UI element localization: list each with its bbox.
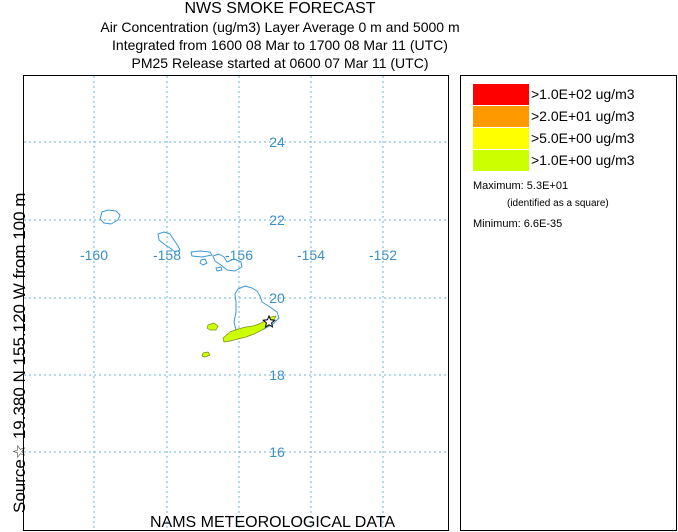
legend-swatch-red xyxy=(473,84,529,105)
legend-label: >1.0E+02 ug/m3 xyxy=(531,86,635,102)
molokai-coastline xyxy=(190,250,213,258)
legend-label: >5.0E+00 ug/m3 xyxy=(531,130,635,146)
lon-tick-label: -156 xyxy=(225,247,253,263)
forecast-title: NWS SMOKE FORECAST xyxy=(184,0,376,17)
smoke-plume-patch-south xyxy=(201,351,211,358)
lon-tick-label: -158 xyxy=(153,247,181,263)
lat-tick-label: 16 xyxy=(269,444,285,460)
legend-swatch-orange xyxy=(473,106,529,127)
legend-panel: >1.0E+02 ug/m3 >2.0E+01 ug/m3 >5.0E+00 u… xyxy=(460,75,677,531)
lat-tick-label: 24 xyxy=(269,134,285,150)
lon-tick-label: -154 xyxy=(297,247,325,263)
release-info: PM25 Release started at 0600 07 Mar 11 (… xyxy=(131,55,429,71)
legend-swatch-yellow xyxy=(473,128,529,149)
big-island-coastline xyxy=(233,285,280,335)
map-canvas: 24 22 20 18 16 -160 -158 -156 -154 -152 xyxy=(24,76,448,530)
graticule xyxy=(24,76,448,530)
maximum-note: (identified as a square) xyxy=(507,198,609,209)
lanai-coastline xyxy=(199,258,208,266)
maximum-value: Maximum: 5.3E+01 xyxy=(473,180,569,192)
map-panel: 24 22 20 18 16 -160 -158 -156 -154 -152 xyxy=(23,75,449,531)
legend-swatch-green xyxy=(473,150,529,171)
lon-tick-label: -152 xyxy=(369,247,397,263)
legend-label: >2.0E+01 ug/m3 xyxy=(531,108,635,124)
maui-coastline xyxy=(212,253,243,272)
concentration-subtitle: Air Concentration (ug/m3) Layer Average … xyxy=(100,19,460,35)
smoke-plume-patch-west xyxy=(206,322,219,331)
integration-period: Integrated from 1600 08 Mar to 1700 08 M… xyxy=(112,37,448,53)
kauai-coastline xyxy=(99,209,121,225)
lat-tick-label: 22 xyxy=(269,212,285,228)
oahu-coastline xyxy=(157,231,181,253)
minimum-value: Minimum: 6.6E-35 xyxy=(473,218,563,230)
lon-tick-label: -160 xyxy=(80,247,108,263)
lat-tick-label: 20 xyxy=(269,290,285,306)
source-star-icon xyxy=(262,314,276,328)
lat-tick-label: 18 xyxy=(269,367,285,383)
smoke-plume-main xyxy=(222,315,277,343)
legend-label: >1.0E+00 ug/m3 xyxy=(531,152,635,168)
data-source-footer: NAMS METEOROLOGICAL DATA xyxy=(150,514,396,531)
kahoolawe-coastline xyxy=(215,266,223,272)
